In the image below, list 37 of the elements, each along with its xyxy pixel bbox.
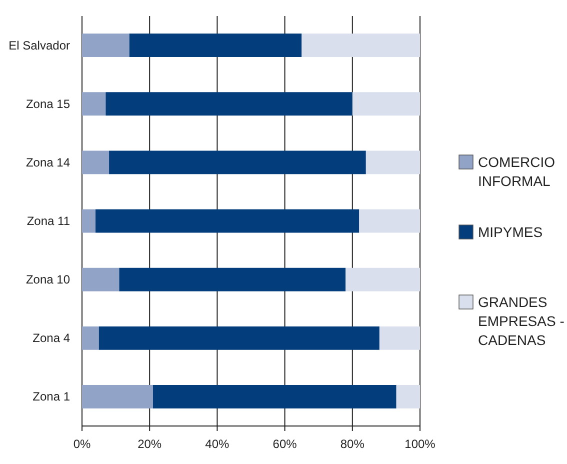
bar bbox=[302, 34, 420, 57]
x-tick-label: 80% bbox=[340, 437, 365, 451]
bar bbox=[82, 268, 120, 292]
bar bbox=[359, 209, 420, 233]
legend-label: MIPYMES bbox=[478, 224, 543, 240]
y-tick-label: Zona 1 bbox=[32, 390, 70, 404]
y-tick-label: Zona 11 bbox=[26, 214, 70, 228]
bar bbox=[82, 326, 99, 350]
x-tick-label: 20% bbox=[138, 437, 162, 451]
bar bbox=[106, 92, 352, 116]
x-tick-label: 100% bbox=[404, 437, 436, 451]
y-tick-label: El Salvador bbox=[8, 38, 70, 52]
bar bbox=[129, 34, 302, 57]
bar bbox=[396, 385, 420, 408]
bar bbox=[98, 326, 380, 350]
y-tick-label: Zona 15 bbox=[26, 96, 70, 111]
y-tick-label: Zona 4 bbox=[32, 331, 70, 346]
bar bbox=[96, 209, 360, 233]
bar bbox=[346, 268, 420, 292]
bar bbox=[82, 150, 110, 174]
legend-label: COMERCIO INFORMAL bbox=[478, 154, 556, 189]
bar bbox=[379, 326, 420, 350]
bar bbox=[119, 268, 346, 292]
x-tick-label: 60% bbox=[272, 437, 298, 451]
y-tick-label: Zona 14 bbox=[26, 155, 70, 170]
bar bbox=[109, 150, 366, 174]
legend-label: GRANDES EMPRESAS - CADENAS bbox=[478, 294, 565, 348]
bar bbox=[366, 150, 420, 174]
bar bbox=[352, 92, 420, 116]
bar bbox=[152, 385, 396, 408]
y-tick-label: Zona 10 bbox=[26, 272, 70, 287]
bar bbox=[82, 209, 96, 233]
bar bbox=[82, 92, 106, 116]
bar bbox=[82, 385, 153, 408]
bar bbox=[82, 34, 130, 57]
x-tick-label: 40% bbox=[205, 437, 230, 451]
x-tick-label: 0% bbox=[73, 437, 91, 451]
